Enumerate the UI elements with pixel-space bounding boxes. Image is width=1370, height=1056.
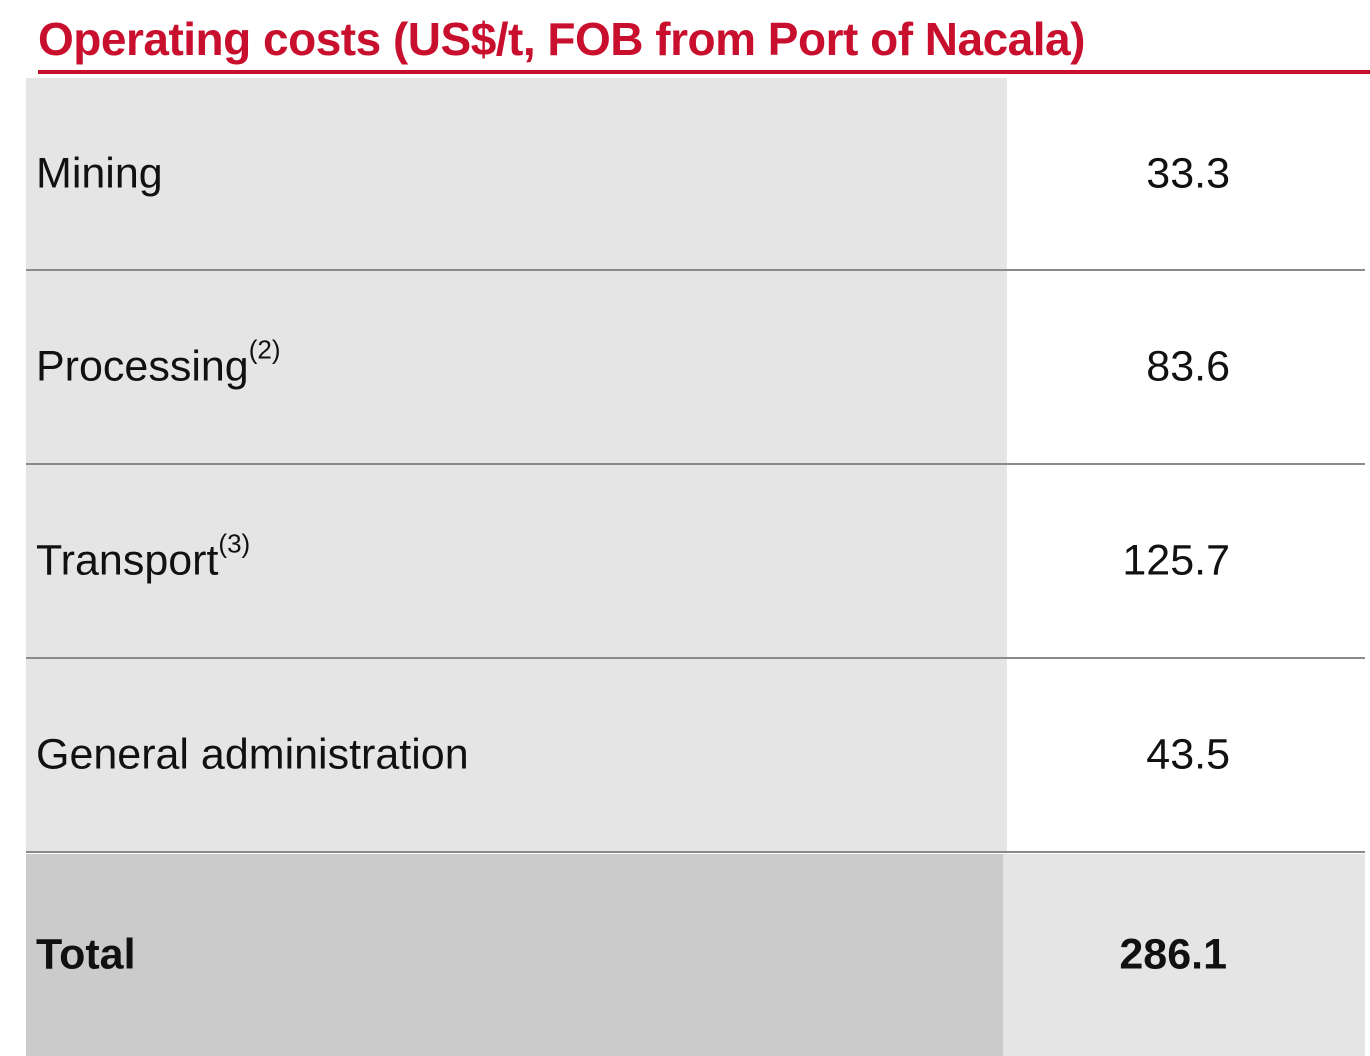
row-separator <box>26 269 1365 271</box>
label-cell: Total <box>26 854 1003 1056</box>
label-text: Processing <box>36 342 249 391</box>
row-value: 83.6 <box>1146 342 1230 391</box>
row-value: 286.1 <box>1119 930 1227 979</box>
label-cell: Mining <box>26 78 1007 270</box>
row-label: Total <box>36 931 136 980</box>
row-value: 125.7 <box>1122 536 1230 585</box>
label-text: General administration <box>36 730 469 779</box>
table-row: General administration 43.5 <box>26 659 1365 851</box>
footnote-ref: (2) <box>248 334 281 365</box>
table-row: Mining 33.3 <box>26 78 1365 270</box>
label-text: Transport <box>36 536 219 585</box>
title-rule <box>38 70 1370 74</box>
row-label: Transport(3) <box>36 531 250 586</box>
row-label: Processing(2) <box>36 337 281 392</box>
row-separator <box>26 657 1365 659</box>
row-label: General administration <box>36 731 469 780</box>
total-row: Total 286.1 <box>26 854 1365 1056</box>
footnote-ref: (3) <box>218 528 251 559</box>
row-label: Mining <box>36 150 163 199</box>
table-row: Transport(3) 125.7 <box>26 465 1365 657</box>
row-value: 43.5 <box>1146 730 1230 779</box>
row-separator <box>26 463 1365 465</box>
title: Operating costs (US$/t, FOB from Port of… <box>38 13 1085 65</box>
label-text: Mining <box>36 149 163 198</box>
table-row: Processing(2) 83.6 <box>26 271 1365 463</box>
label-cell: General administration <box>26 659 1007 851</box>
label-text: Total <box>36 930 136 979</box>
row-value: 33.3 <box>1146 149 1230 198</box>
label-cell: Transport(3) <box>26 465 1007 657</box>
row-separator <box>26 851 1365 853</box>
label-cell: Processing(2) <box>26 271 1007 463</box>
